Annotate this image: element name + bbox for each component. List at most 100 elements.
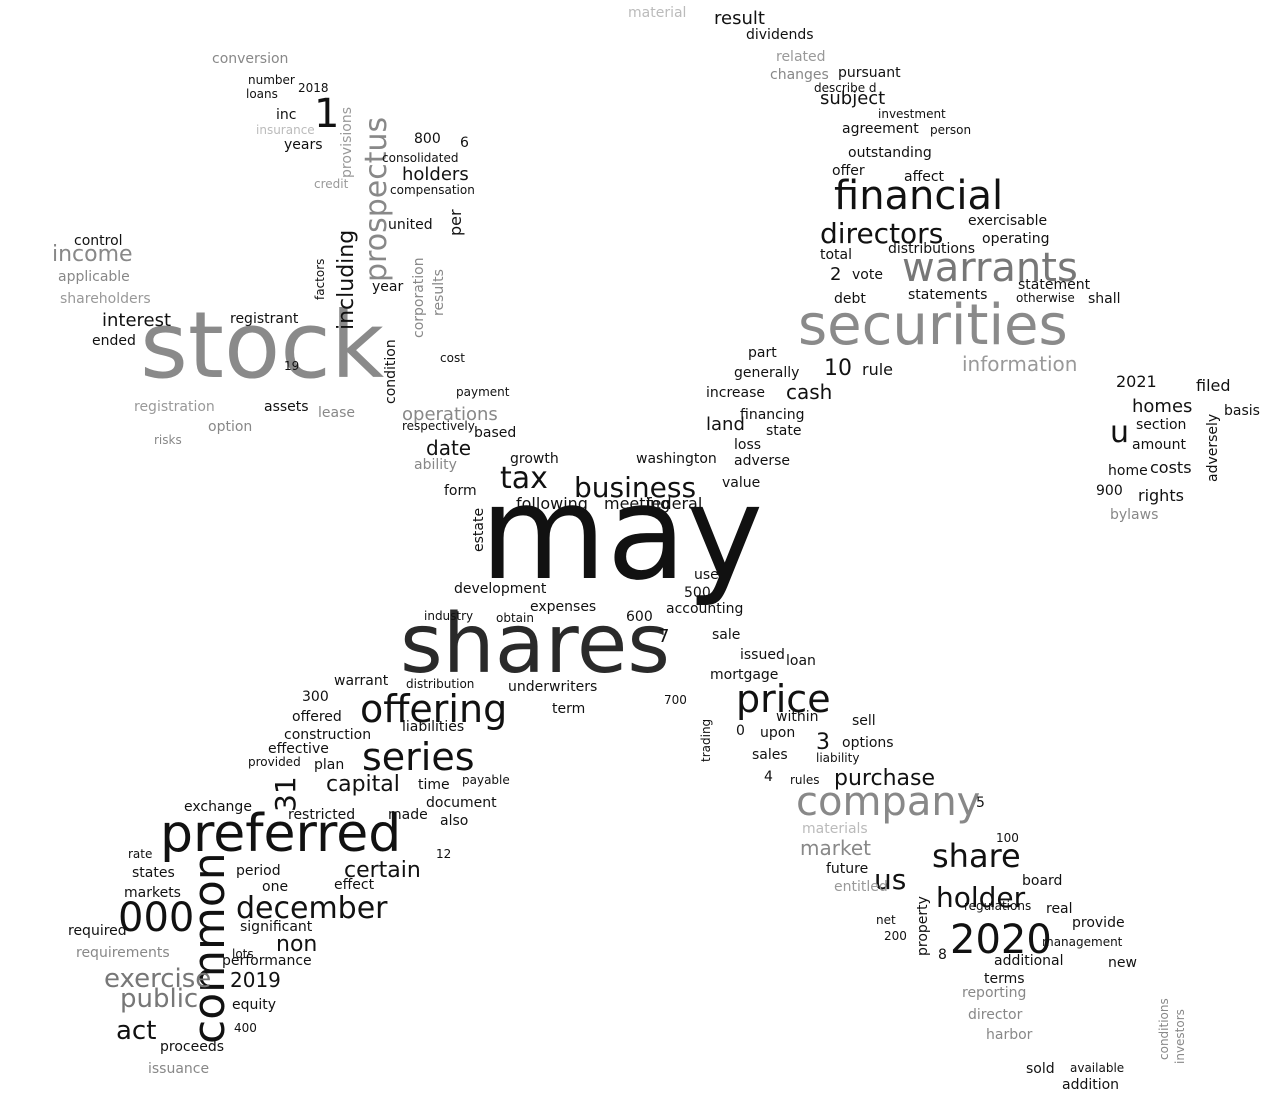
word: subject	[820, 88, 886, 109]
word: vote	[852, 267, 883, 283]
word: 6	[460, 135, 469, 151]
word: financial	[834, 173, 1004, 219]
word: harbor	[986, 1027, 1033, 1043]
word: cash	[786, 380, 833, 404]
word: condition	[383, 339, 399, 404]
word: issuance	[148, 1061, 210, 1077]
word: significant	[240, 919, 313, 935]
word: restricted	[288, 807, 356, 823]
word: time	[418, 777, 450, 793]
word: capital	[326, 772, 400, 797]
word: united	[388, 217, 433, 233]
word: provided	[248, 755, 301, 769]
word: including	[334, 229, 359, 330]
word: option	[208, 419, 253, 435]
word: bylaws	[1110, 507, 1159, 523]
word: common	[184, 852, 235, 1044]
word: conditions	[1157, 998, 1171, 1060]
word: control	[74, 233, 123, 249]
word: future	[826, 861, 869, 877]
word: reporting	[962, 985, 1027, 1001]
word: statement	[1018, 277, 1091, 293]
word: 300	[302, 689, 329, 705]
word: preferred	[160, 804, 402, 864]
word: management	[1042, 935, 1123, 949]
word: compensation	[390, 183, 475, 197]
word: 900	[1096, 483, 1123, 499]
word: operations	[402, 404, 498, 425]
word: 800	[414, 131, 441, 147]
word: value	[722, 475, 761, 491]
word: factors	[313, 258, 327, 300]
word: adversely	[1205, 413, 1221, 482]
word: date	[426, 436, 472, 460]
word: 200	[884, 929, 907, 943]
word: industry	[424, 609, 474, 623]
word: expenses	[530, 599, 597, 615]
word: homes	[1132, 396, 1193, 417]
word: proceeds	[160, 1039, 225, 1055]
word: estate	[471, 507, 487, 552]
word: performance	[222, 953, 312, 969]
word: securities	[798, 293, 1068, 358]
word: non	[276, 932, 318, 957]
word: total	[820, 247, 853, 263]
word: payment	[456, 385, 510, 399]
word: effect	[334, 877, 375, 893]
word: 0	[736, 723, 745, 739]
word: offering	[360, 687, 508, 731]
word: following	[516, 494, 588, 513]
word: underwriters	[508, 679, 598, 695]
word: provide	[1072, 915, 1125, 931]
word: public	[120, 984, 199, 1014]
word: 4	[764, 769, 773, 785]
word: 2019	[230, 968, 281, 992]
word: risks	[154, 433, 182, 447]
word: 2	[830, 264, 842, 285]
word: shareholders	[60, 291, 151, 307]
word: term	[552, 701, 586, 717]
word: use	[694, 567, 719, 583]
word: statements	[908, 287, 988, 303]
word: made	[388, 807, 428, 823]
word: dividends	[746, 27, 814, 43]
word: 600	[626, 609, 653, 625]
word: section	[1136, 417, 1187, 433]
word: material	[628, 5, 687, 21]
word: one	[262, 879, 289, 895]
word: directors	[820, 217, 944, 250]
word: available	[1070, 1061, 1125, 1075]
word: offer	[832, 163, 865, 179]
word: plan	[314, 757, 345, 773]
word: amount	[1132, 437, 1187, 453]
word: debt	[834, 291, 866, 307]
word: results	[431, 269, 447, 316]
word: shares	[400, 597, 671, 692]
word: construction	[284, 727, 372, 743]
word: sell	[852, 713, 876, 729]
word: federal	[646, 494, 703, 513]
word: lots	[232, 947, 254, 961]
word: required	[68, 923, 127, 939]
word: series	[362, 735, 475, 779]
word: prospectus	[359, 116, 394, 282]
word: 500	[684, 585, 711, 601]
word: liabilities	[402, 719, 465, 735]
word: years	[284, 137, 323, 153]
word: applicable	[58, 269, 130, 285]
word: registration	[134, 399, 215, 415]
word: growth	[510, 451, 559, 467]
word: price	[736, 677, 831, 721]
word: 1	[314, 91, 340, 137]
word: shall	[1088, 291, 1121, 307]
word: credit	[314, 177, 349, 191]
word: exchange	[184, 799, 252, 815]
word: 8	[938, 947, 947, 963]
word: 2021	[1116, 372, 1157, 391]
word: exercise	[104, 964, 212, 994]
word: materials	[802, 821, 868, 837]
word: pursuant	[838, 65, 901, 81]
word: certain	[344, 858, 421, 883]
word: inc	[276, 107, 297, 123]
word: basis	[1224, 403, 1260, 419]
